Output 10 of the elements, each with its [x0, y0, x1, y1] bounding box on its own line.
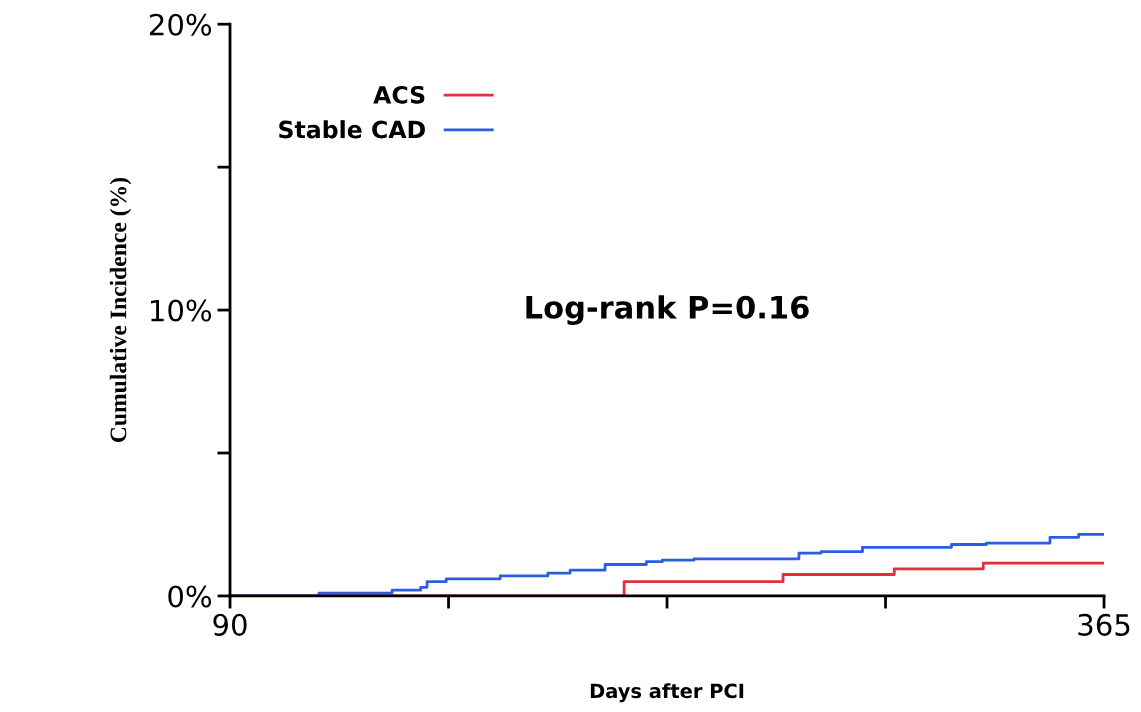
x-tick-label: 365: [1078, 613, 1130, 636]
x-tick-label: 90: [213, 613, 247, 636]
y-tick-label: 20%: [149, 13, 212, 36]
annotation: Log-rank P=0.16: [526, 295, 809, 325]
y-tick-label: 10%: [151, 299, 212, 322]
y-tick-label: 0%: [168, 585, 212, 608]
legend-label: Stable CAD: [279, 120, 425, 139]
x-axis-title: Days after PCI: [590, 683, 744, 703]
legend-label: ACS: [373, 85, 425, 104]
y-axis-title: Cumulative Incidence (%): [109, 177, 132, 443]
